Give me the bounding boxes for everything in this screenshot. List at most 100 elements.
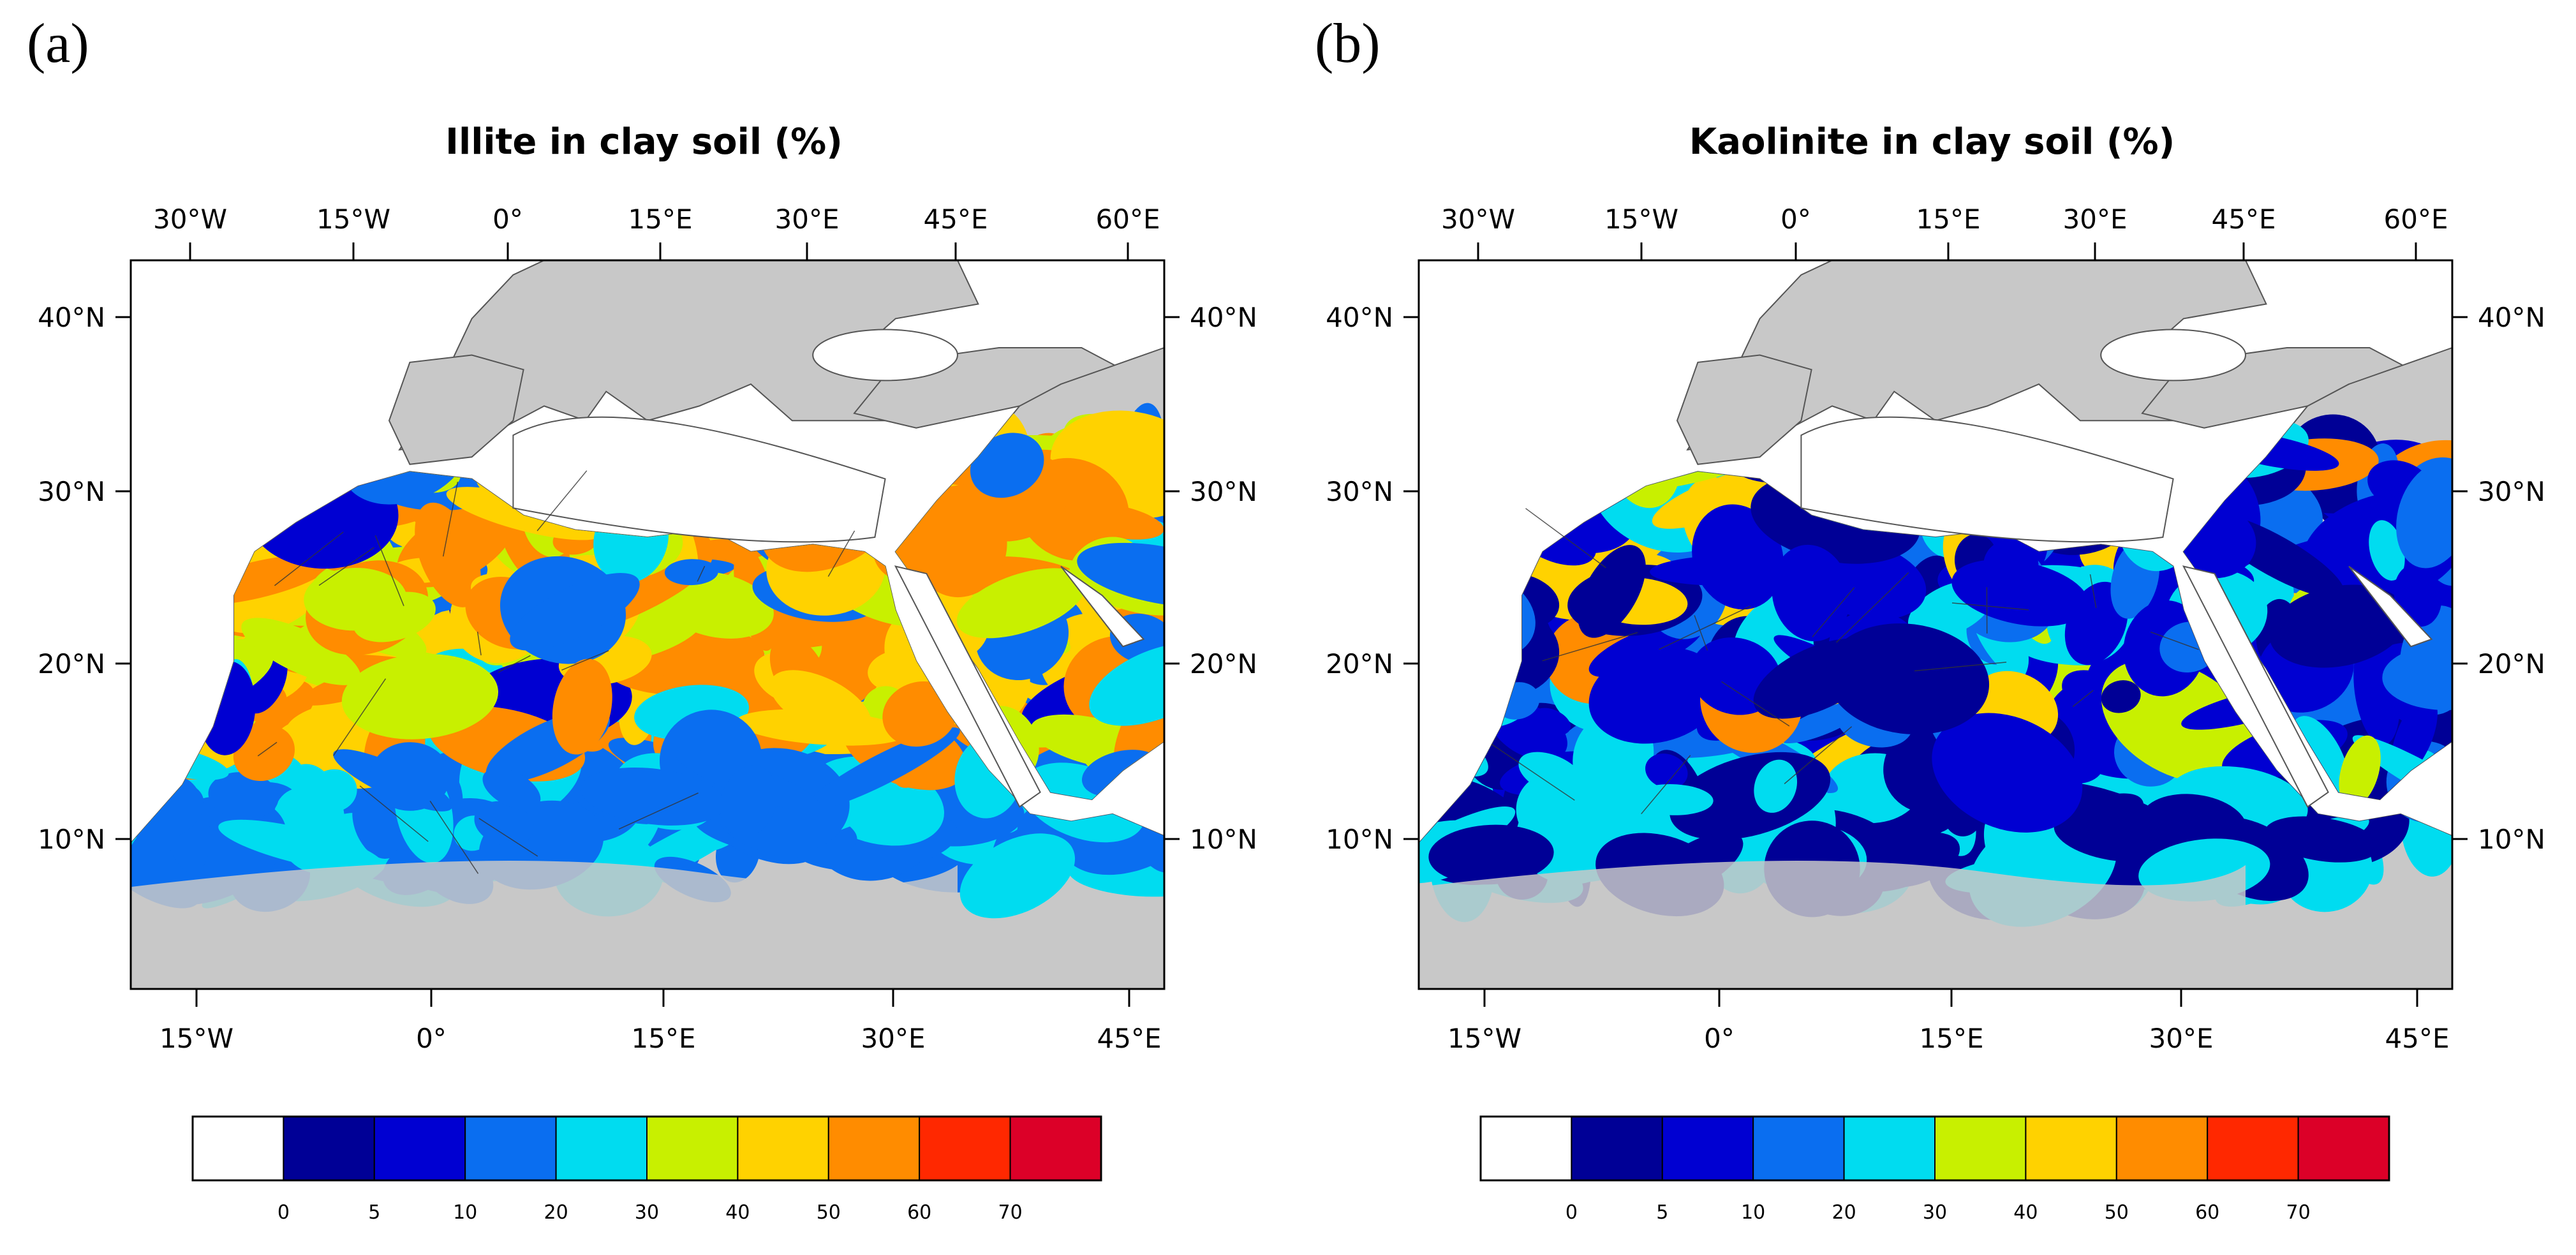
map-title: Kaolinite in clay soil (%) (1689, 121, 2175, 163)
soil-patch (1089, 642, 1164, 726)
red-sea (894, 565, 1041, 808)
soil-patch (510, 573, 640, 651)
soil-patch (341, 653, 499, 739)
colorbar-label: 5 (1656, 1201, 1668, 1224)
soil-patch (241, 618, 361, 685)
map-area (1419, 260, 2452, 989)
soil-patch (581, 767, 726, 826)
top-lon-tick-label: 15°W (1604, 204, 1678, 235)
soil-patch (369, 742, 450, 811)
soil-patch (2353, 634, 2401, 745)
soil-patch (2394, 563, 2442, 627)
soil-patch (664, 559, 718, 586)
border-line (1694, 615, 1708, 651)
map-frame (130, 259, 1166, 990)
red-sea (2182, 565, 2329, 808)
colorbar-label: 20 (544, 1201, 568, 1224)
border-line (2089, 574, 2097, 608)
left-lat-tick-label: 30°N (1326, 476, 1393, 507)
soil-patch (2382, 644, 2452, 711)
border-line (1641, 755, 1691, 815)
colorbar-box (1661, 1116, 1754, 1181)
map-area (131, 260, 1164, 989)
border-line (1784, 726, 1853, 785)
border-line (561, 650, 609, 671)
left-lat-tick-label: 30°N (38, 476, 105, 507)
map-figure: 30°W 15°W 0° 15°E 30°E 45°E 60°E 15°W 0° 15°E 30°E… (1326, 204, 2545, 1224)
soil-patch (1983, 539, 2039, 591)
persian-gulf (1060, 565, 1145, 648)
border-line (429, 800, 479, 874)
soil-patch (1428, 824, 1554, 885)
mediterranean-sea (512, 416, 886, 543)
soil-patch (769, 670, 871, 738)
top-lon-tick-label: 30°E (2063, 204, 2128, 235)
country-borders (1491, 508, 2199, 815)
soil-patch (415, 502, 481, 607)
border-line (478, 817, 538, 857)
top-lon-tick-label: 45°E (2212, 204, 2276, 235)
soil-patch (353, 591, 436, 642)
sahel-grey-region (131, 861, 958, 989)
sahel-grey-region (1419, 861, 2246, 989)
border-line (2150, 631, 2199, 650)
colorbar-box (1009, 1116, 1102, 1181)
colorbar-box (1480, 1116, 1573, 1181)
colorbar-label: 5 (368, 1201, 380, 1224)
border-line (1491, 743, 1575, 801)
border-line (442, 481, 459, 557)
soil-patch (2101, 680, 2141, 713)
colorbar-label: 70 (998, 1201, 1023, 1224)
top-lon-tick-label: 15°E (628, 204, 693, 235)
colorbar-box (1752, 1116, 1845, 1181)
top-lon-tick-label: 45°E (924, 204, 988, 235)
colorbar-label: 0 (278, 1201, 290, 1224)
colorbar-box (737, 1116, 829, 1181)
colorbar-frame (191, 1115, 1102, 1182)
soil-patch (2339, 735, 2381, 808)
bottom-lon-tick-label: 45°E (2385, 1023, 2450, 1054)
colorbar-label: 20 (1832, 1201, 1856, 1224)
black-sea (812, 329, 958, 382)
soil-patch (1518, 752, 1585, 796)
soil-patch (807, 727, 960, 810)
soil-patch (1932, 713, 2083, 833)
top-lon-tick-label: 15°W (316, 204, 390, 235)
right-lat-tick-label: 20°N (1190, 648, 1257, 679)
panel-letter: (b) (1315, 13, 1381, 75)
colorbar-box (2025, 1116, 2117, 1181)
border-line (2072, 690, 2094, 708)
right-lat-tick-label: 10°N (2478, 824, 2545, 855)
colorbar-frame (1479, 1115, 2390, 1182)
colorbar-box (283, 1116, 375, 1181)
colorbar-box (2207, 1116, 2299, 1181)
border-line (477, 632, 482, 656)
map-title: Illite in clay soil (%) (445, 121, 843, 163)
colorbar-box (646, 1116, 739, 1181)
left-lat-tick-label: 40°N (38, 302, 105, 333)
right-lat-tick-label: 10°N (1190, 824, 1257, 855)
mediterranean-sea (1800, 416, 2174, 543)
soil-patch (1588, 647, 1723, 744)
black-sea (2100, 329, 2246, 382)
colorbar-box (464, 1116, 557, 1181)
top-lon-tick-label: 30°W (153, 204, 227, 235)
colorbar-label: 30 (1923, 1201, 1947, 1224)
colorbar-label: 60 (907, 1201, 931, 1224)
border-line (827, 530, 855, 577)
country-borders (257, 470, 855, 874)
persian-gulf (2348, 565, 2433, 648)
colorbar-box (919, 1116, 1011, 1181)
border-line (333, 678, 387, 756)
colorbar-box (1571, 1116, 1663, 1181)
soil-patch (309, 769, 357, 812)
soil-patch (959, 833, 1076, 919)
border-line (1542, 632, 1638, 662)
colorbar-box (1843, 1116, 1936, 1181)
bottom-lon-tick-label: 30°E (861, 1023, 926, 1054)
colorbar-label: 40 (2013, 1201, 2038, 1224)
top-lon-tick-label: 0° (492, 204, 523, 235)
soil-patch (1772, 544, 1851, 642)
soil-patch (1826, 623, 1990, 735)
border-line (498, 655, 531, 673)
